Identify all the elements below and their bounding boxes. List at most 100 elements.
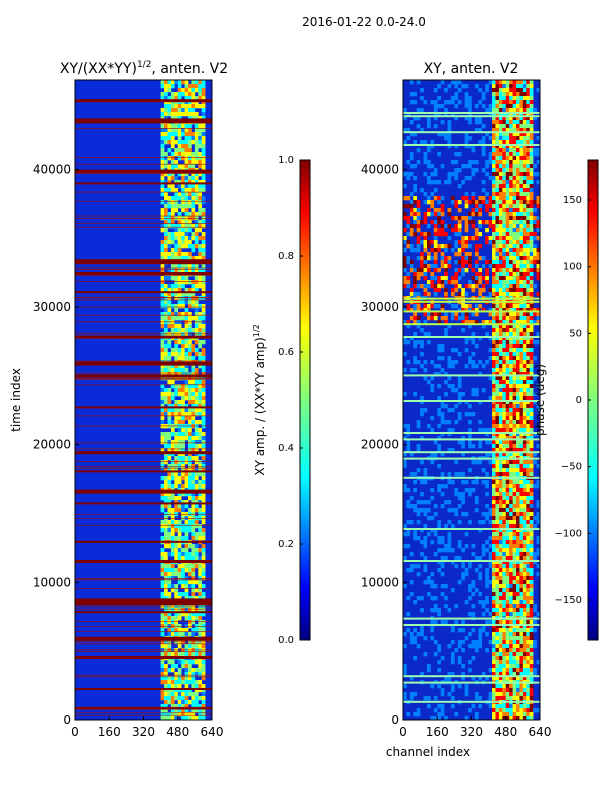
- phase-cell: [516, 648, 520, 652]
- phase-cell: [533, 356, 537, 360]
- phase-cell: [509, 552, 513, 556]
- phase-cell: [506, 536, 510, 540]
- phase-cell: [417, 204, 421, 208]
- phase-cell: [495, 604, 499, 608]
- phase-cell: [499, 504, 503, 508]
- amp-cell: [185, 280, 189, 284]
- phase-cell: [519, 504, 523, 508]
- phase-cell: [499, 648, 503, 652]
- phase-cell: [441, 348, 445, 352]
- phase-cell: [458, 292, 462, 296]
- phase-cell: [530, 444, 534, 448]
- amp-cell: [161, 548, 165, 552]
- phase-cell: [519, 196, 523, 200]
- phase-cell: [530, 168, 534, 172]
- phase-cell: [516, 592, 520, 596]
- phase-cell: [526, 180, 530, 184]
- amp-cell: [161, 508, 165, 512]
- phase-cell: [526, 276, 530, 280]
- phase-cell: [516, 584, 520, 588]
- amp-cell: [171, 112, 175, 116]
- phase-cell: [454, 84, 458, 88]
- amp-cell: [178, 632, 182, 636]
- amp-flag-line: [75, 269, 212, 270]
- amp-cell: [188, 88, 192, 92]
- amp-cell: [167, 304, 171, 308]
- phase-cell: [519, 412, 523, 416]
- phase-cell: [417, 212, 421, 216]
- phase-cell: [495, 632, 499, 636]
- phase-cell: [516, 220, 520, 224]
- phase-cell: [506, 224, 510, 228]
- phase-cell: [523, 160, 527, 164]
- phase-cell: [523, 344, 527, 348]
- phase-cell: [482, 96, 486, 100]
- phase-cell: [492, 564, 496, 568]
- amp-cell: [174, 416, 178, 420]
- amp-cell: [178, 340, 182, 344]
- phase-cell: [495, 620, 499, 624]
- amp-cell: [164, 668, 168, 672]
- phase-cell: [492, 316, 496, 320]
- phase-cell: [519, 420, 523, 424]
- phase-cell: [516, 84, 520, 88]
- phase-cell: [523, 84, 527, 88]
- amp-cell: [198, 392, 202, 396]
- amp-cell: [174, 436, 178, 440]
- phase-cell: [506, 392, 510, 396]
- amp-cell: [181, 300, 185, 304]
- phase-cell: [444, 620, 448, 624]
- phase-cell: [523, 124, 527, 128]
- amp-cell: [191, 476, 195, 480]
- phase-cell: [461, 564, 465, 568]
- phase-cell: [502, 472, 506, 476]
- phase-cell: [427, 340, 431, 344]
- phase-cell: [519, 632, 523, 636]
- amp-cell: [174, 140, 178, 144]
- amp-cell: [202, 312, 206, 316]
- phase-cell: [406, 256, 410, 260]
- phase-cell: [420, 284, 424, 288]
- phase-cell: [448, 176, 452, 180]
- amp-cell: [164, 136, 168, 140]
- phase-cell: [413, 304, 417, 308]
- amp-cell: [198, 396, 202, 400]
- phase-cell: [519, 360, 523, 364]
- phase-cell: [526, 240, 530, 244]
- phase-cell: [523, 596, 527, 600]
- phase-cell: [468, 260, 472, 264]
- amp-cell: [164, 520, 168, 524]
- phase-cell: [461, 472, 465, 476]
- amp-cell: [164, 516, 168, 520]
- amp-cell: [181, 192, 185, 196]
- phase-cell: [530, 568, 534, 572]
- phase-cell: [424, 544, 428, 548]
- amp-cell: [161, 80, 165, 84]
- amp-cell: [161, 164, 165, 168]
- phase-cell: [502, 268, 506, 272]
- amp-cell: [198, 428, 202, 432]
- phase-cell: [506, 80, 510, 84]
- phase-cell: [461, 304, 465, 308]
- phase-cell: [502, 592, 506, 596]
- phase-cell: [519, 108, 523, 112]
- amp-cell: [188, 508, 192, 512]
- phase-cell: [465, 100, 469, 104]
- phase-cell: [499, 236, 503, 240]
- phase-cell: [495, 600, 499, 604]
- amp-cell: [181, 152, 185, 156]
- phase-cell: [516, 124, 520, 128]
- amp-cell: [202, 416, 206, 420]
- phase-cell: [485, 236, 489, 240]
- amp-cell: [195, 672, 199, 676]
- phase-cell: [434, 172, 438, 176]
- phase-cell: [492, 352, 496, 356]
- phase-cell: [530, 344, 534, 348]
- phase-cell: [506, 100, 510, 104]
- phase-cell: [468, 100, 472, 104]
- phase-cell: [502, 596, 506, 600]
- amp-cell: [178, 228, 182, 232]
- phase-cell: [451, 196, 455, 200]
- phase-cell: [506, 512, 510, 516]
- amp-cell: [202, 396, 206, 400]
